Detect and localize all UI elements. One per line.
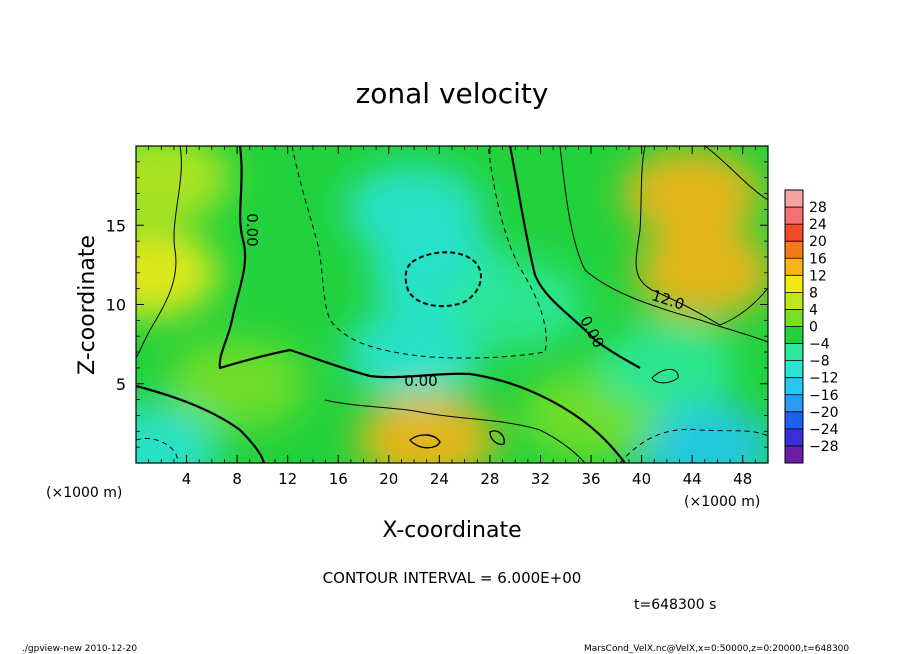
colorbar-swatch: [785, 207, 803, 225]
chart-title: zonal velocity: [356, 77, 549, 110]
contour-six-mid-right: [559, 146, 768, 343]
x-unit-right: (×1000 m): [684, 494, 760, 510]
contour-lines: [136, 146, 768, 463]
x-tick-label: 48: [733, 470, 752, 488]
field-sample-5: [634, 227, 768, 318]
colorbar-label: 4: [809, 302, 818, 318]
contour-interval: CONTOUR INTERVAL = 6.000E+00: [323, 569, 582, 587]
contour-label-zero-3: 0.00: [404, 372, 437, 390]
contour-dashed-bottom-left: [136, 438, 179, 463]
contour-warm-blob: [409, 434, 441, 449]
colorbar-swatch: [785, 258, 803, 276]
colorbar-label: −24: [809, 422, 839, 438]
x-axis: 4 8 12 16 20 24 28 32 36 40 44 48: [148, 146, 756, 488]
contour-label-zero-1: 0.00: [243, 213, 261, 246]
colorbar-label: −20: [809, 405, 839, 421]
colorbar-swatch: [785, 275, 803, 293]
colorbar-swatch: [785, 394, 803, 412]
contour-warm-blob-2: [489, 430, 505, 446]
x-tick-label: 24: [430, 470, 449, 488]
contour-neg-core: [404, 251, 482, 308]
x-unit-left: (×1000 m): [46, 485, 122, 501]
time-label: t=648300 s: [634, 597, 716, 613]
y-tick-label: 10: [106, 296, 126, 315]
contour-dashed-left: [291, 146, 547, 359]
field-sample-6: [622, 148, 763, 239]
colorbar-label: 24: [809, 217, 827, 233]
x-tick-label: 28: [480, 470, 499, 488]
x-tick-label: 44: [683, 470, 702, 488]
colorbar-swatch: [785, 360, 803, 378]
colorbar-label: −12: [809, 371, 839, 387]
colorbar-swatch: [785, 309, 803, 327]
field-sample-4: [445, 259, 586, 350]
contour-small-right: [651, 368, 679, 384]
field-sample-10: [136, 227, 219, 318]
field-sample-13: [596, 322, 737, 413]
contour-six-left: [136, 146, 182, 359]
colorbar-label: 16: [809, 251, 827, 267]
contour-dashed-bottom-right: [619, 428, 768, 463]
contour-zero-lower-left: [136, 384, 266, 463]
colorbar-label: 20: [809, 234, 827, 250]
colorbar-label: −28: [809, 439, 839, 455]
contour-six-top: [704, 146, 768, 201]
contour-twelve: [635, 146, 768, 326]
y-tick-label: 5: [116, 375, 126, 394]
colorbar-swatch: [785, 445, 803, 463]
colorbar-swatch: [785, 326, 803, 344]
colorbar-label: −4: [809, 337, 830, 353]
x-tick-label: 12: [278, 470, 297, 488]
colorbar-swatch: [785, 411, 803, 429]
field-sample-2: [344, 164, 485, 255]
footer-left: ./gpview-new 2010-12-20: [22, 644, 137, 654]
field-sample-7: [356, 394, 497, 463]
colorbar-swatch: [785, 377, 803, 395]
field-sample-0: [136, 146, 232, 223]
colorbar-swatch: [785, 224, 803, 242]
colorbar-swatch: [785, 241, 803, 259]
heatmap-field: [136, 146, 768, 463]
footer-right: MarsCond_VelX.nc@VelX,x=0:50000,z=0:2000…: [584, 644, 849, 654]
colorbar-label: 0: [809, 320, 818, 336]
contour-zero-right: [508, 146, 641, 369]
colorbar-label: 8: [809, 285, 818, 301]
x-tick-label: 16: [329, 470, 348, 488]
x-tick-label: 32: [531, 470, 550, 488]
x-tick-label: 20: [379, 470, 398, 488]
contour-six-bottom: [324, 399, 586, 463]
colorbar-label: −8: [809, 354, 830, 370]
colorbar-swatch: [785, 190, 803, 208]
colorbar-swatch: [785, 428, 803, 446]
y-tick-label: 15: [106, 216, 126, 235]
colorbar-label: 28: [809, 200, 827, 216]
x-tick-label: 8: [232, 470, 242, 488]
colorbar-swatch: [785, 343, 803, 361]
y-axis-label: Z-coordinate: [75, 235, 100, 375]
x-tick-label: 36: [581, 470, 600, 488]
x-tick-label: 40: [632, 470, 651, 488]
field-sample-11: [167, 338, 308, 429]
contour-zero-left: [218, 146, 626, 463]
field-sample-8: [634, 402, 768, 463]
x-tick-label: 4: [182, 470, 192, 488]
y-axis: 5 10 15: [106, 161, 768, 448]
x-axis-label: X-coordinate: [382, 518, 521, 543]
colorbar-label: −16: [809, 388, 839, 404]
colorbar-label: 12: [809, 268, 827, 284]
colorbar-swatch: [785, 292, 803, 310]
